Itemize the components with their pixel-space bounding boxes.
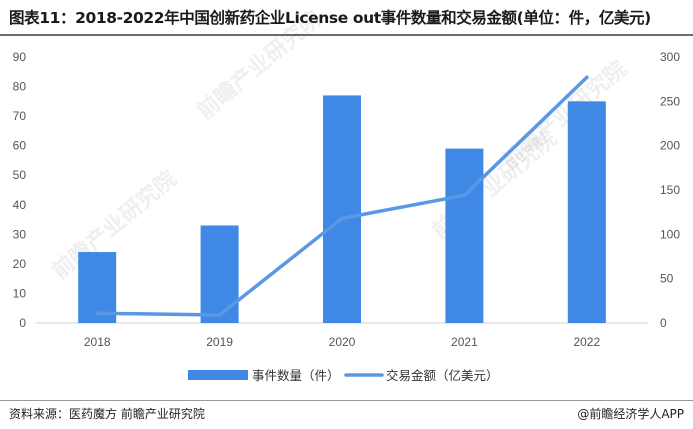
y-left-tick-label: 30 [13, 227, 27, 241]
y-left-tick-label: 70 [13, 109, 27, 123]
y-left-tick-label: 20 [13, 257, 27, 271]
bar [200, 225, 239, 323]
credit-note: @前瞻经济学人APP [577, 407, 684, 421]
footer-divider [0, 400, 693, 401]
title-divider [0, 34, 693, 36]
y-left-tick-label: 40 [13, 198, 27, 212]
bar [567, 101, 606, 323]
legend-label-bar: 事件数量（件） [252, 368, 340, 383]
y-left-tick-label: 90 [13, 50, 27, 64]
x-tick-label: 2020 [329, 335, 356, 349]
x-tick-label: 2021 [451, 335, 478, 349]
y-left-tick-label: 60 [13, 139, 27, 153]
y-left-tick-label: 50 [13, 168, 27, 182]
line-point [217, 313, 222, 317]
line-series [95, 75, 589, 317]
y-right-tick-label: 150 [660, 183, 680, 197]
y-right-tick-label: 0 [660, 316, 667, 330]
source-note: 资料来源：医药魔方 前瞻产业研究院 [9, 407, 205, 421]
y-left-tick-label: 10 [13, 286, 27, 300]
line-point [95, 311, 99, 316]
axes: 0 10 20 30 40 50 60 70 80 90 0 50 100 150 200 250 300 201… [13, 50, 681, 349]
bar-series [78, 95, 606, 323]
bar [78, 252, 117, 323]
line-point [462, 193, 467, 198]
bar [445, 148, 484, 323]
y-right-tick-label: 100 [660, 227, 680, 241]
x-tick-label: 2018 [84, 335, 111, 349]
chart-title: 图表11：2018-2022年中国创新药企业License out事件数量和交易… [9, 9, 651, 27]
y-right-tick-label: 300 [660, 50, 680, 64]
legend: 事件数量（件） 交易金额（亿美元） [188, 368, 499, 383]
y-left-tick-label: 0 [19, 316, 26, 330]
line-point [585, 75, 589, 80]
line-point [340, 216, 344, 221]
y-right-tick-label: 50 [660, 272, 674, 286]
bar [323, 95, 361, 323]
watermark-text: 前瞻产业研究院 [192, 6, 327, 125]
legend-label-line: 交易金额（亿美元） [386, 368, 499, 383]
watermark-text: 前瞻产业研究院 [497, 56, 632, 175]
x-tick-label: 2019 [206, 335, 233, 349]
x-tick-label: 2022 [573, 335, 600, 349]
legend-swatch-bar [188, 370, 248, 380]
y-left-tick-label: 80 [13, 80, 27, 94]
y-right-tick-label: 200 [660, 139, 680, 153]
y-right-tick-label: 250 [660, 94, 680, 108]
